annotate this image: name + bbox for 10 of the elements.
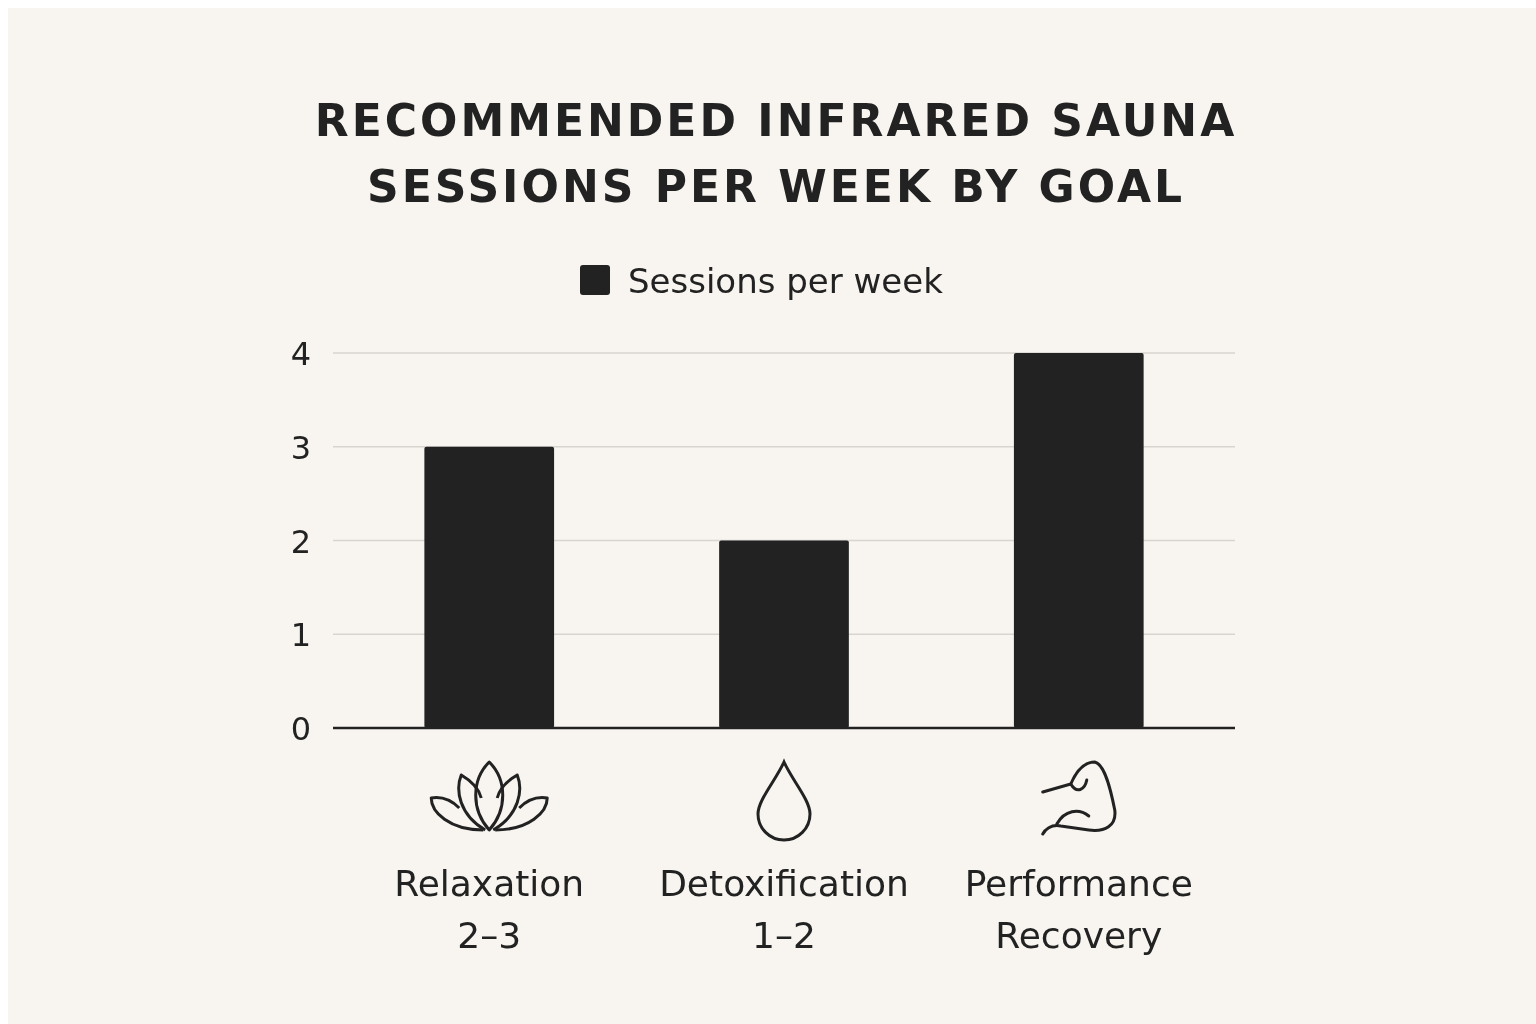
- legend-label: Sessions per week: [628, 261, 944, 301]
- y-tick-label: 3: [290, 428, 311, 467]
- y-tick-label: 4: [290, 335, 311, 373]
- y-tick-label: 2: [290, 522, 311, 561]
- y-tick-label: 0: [290, 710, 311, 748]
- chart-title: RECOMMENDED INFRARED SAUNA SESSIONS PER WEEK BY GOAL: [314, 95, 1238, 212]
- y-tick-label: 1: [290, 616, 311, 655]
- x-tick-label: Detoxification 1–2: [659, 863, 909, 956]
- x-tick-label: Relaxation 2–3: [394, 863, 585, 956]
- x-tick-label: Performance Recovery: [964, 863, 1193, 956]
